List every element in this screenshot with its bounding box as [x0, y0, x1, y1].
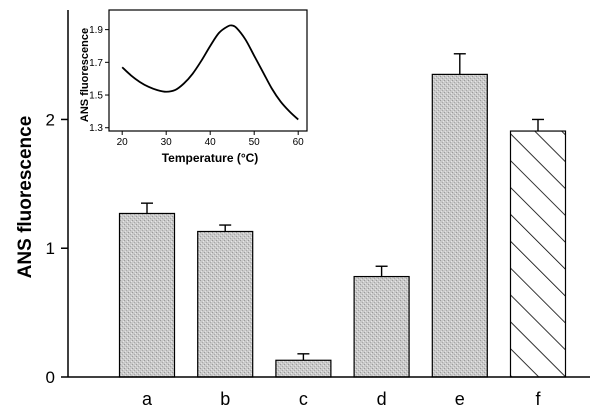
inset-series-line — [121, 24, 299, 121]
inset-y-tick-label: 1.3 — [89, 123, 103, 134]
inset-x-tick-label: 20 — [117, 137, 129, 148]
inset-line-chart: ANS fluorescence Temperature (°C) 1.3 1.5… — [79, 9, 308, 165]
bar-f — [509, 130, 567, 378]
inset-y-tick-label: 1.7 — [89, 58, 103, 69]
inset-frame — [108, 9, 308, 132]
inset-y-tick-label: 1.9 — [89, 25, 103, 36]
inset-x-tick-label: 50 — [249, 137, 261, 148]
y-axis-ticks: 0 1 2 — [46, 110, 68, 387]
x-axis-tick-labels: a b c d e f — [142, 389, 542, 409]
x-tick-label-e: e — [455, 389, 465, 409]
bar-a — [118, 212, 176, 378]
main-bar-chart: ANS fluorescence 0 1 2 a b c d e f — [15, 10, 590, 409]
bar-d — [353, 275, 410, 378]
inset-x-axis-label: Temperature (°C) — [162, 151, 259, 165]
inset-x-tick-label: 60 — [293, 137, 305, 148]
bars — [118, 73, 567, 378]
error-bars — [141, 53, 544, 361]
inset-y-tick-label: 1.5 — [89, 91, 103, 102]
inset-x-axis-ticks: 20 30 40 50 60 — [117, 131, 305, 148]
y-tick-label: 2 — [46, 110, 55, 129]
y-tick-label: 1 — [46, 239, 55, 258]
inset-y-axis-ticks: 1.3 1.5 1.7 1.9 — [89, 25, 109, 134]
x-tick-label-d: d — [377, 389, 387, 409]
bar-c — [275, 359, 332, 378]
x-tick-label-f: f — [535, 389, 541, 409]
inset-x-tick-label: 40 — [205, 137, 217, 148]
bar-b — [197, 230, 254, 378]
y-tick-label: 0 — [46, 368, 55, 387]
x-tick-label-c: c — [299, 389, 308, 409]
bar-e — [431, 73, 488, 378]
y-axis-label: ANS fluorescence — [15, 116, 36, 279]
x-tick-label-a: a — [142, 389, 153, 409]
x-tick-label-b: b — [220, 389, 230, 409]
inset-y-axis-label: ANS fluorescence — [79, 28, 91, 122]
inset-x-tick-label: 30 — [161, 137, 173, 148]
